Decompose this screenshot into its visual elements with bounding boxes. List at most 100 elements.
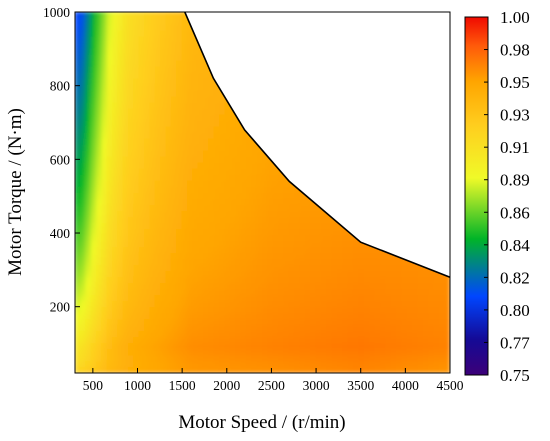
heatmap-cell	[160, 342, 167, 350]
heatmap-cell	[342, 318, 349, 326]
heatmap-cell	[95, 294, 103, 302]
heatmap-cell	[369, 318, 376, 326]
heatmap-cell	[101, 65, 108, 73]
heatmap-cell	[106, 252, 113, 260]
heatmap-cell	[240, 270, 247, 278]
heatmap-cell	[117, 366, 124, 373]
heatmap-cell	[278, 276, 285, 284]
heatmap-cell	[256, 198, 263, 206]
heatmap-cell	[213, 204, 221, 212]
heatmap-cell	[79, 131, 87, 139]
heatmap-cell	[117, 113, 124, 121]
heatmap-cell	[133, 161, 140, 169]
heatmap-cell	[133, 23, 140, 31]
heatmap-cell	[283, 348, 290, 356]
heatmap-cell	[160, 204, 167, 212]
heatmap-cell	[95, 234, 103, 242]
heatmap-cell	[347, 234, 355, 242]
heatmap-cell	[106, 35, 113, 43]
heatmap-cell	[144, 198, 151, 206]
heatmap-cell	[133, 12, 140, 19]
heatmap-cell	[122, 282, 130, 290]
heatmap-cell	[235, 198, 242, 206]
heatmap-cell	[294, 210, 301, 218]
colorbar-tick-label: 1.00	[500, 8, 530, 27]
heatmap-cell	[149, 210, 156, 218]
heatmap-cell	[75, 95, 81, 103]
heatmap-cell	[160, 228, 167, 236]
heatmap-cell	[235, 143, 242, 151]
heatmap-cell	[192, 173, 199, 181]
heatmap-cell	[267, 258, 274, 266]
heatmap-cell	[144, 125, 151, 133]
heatmap-cell	[122, 198, 130, 206]
heatmap-cell	[262, 366, 269, 373]
heatmap-cell	[310, 294, 317, 302]
heatmap-cell	[353, 354, 360, 362]
heatmap-cell	[229, 228, 237, 236]
heatmap-cell	[294, 300, 301, 308]
heatmap-cell	[294, 318, 301, 326]
heatmap-cell	[160, 312, 167, 320]
heatmap-cell	[79, 161, 87, 169]
heatmap-cell	[235, 342, 242, 350]
heatmap-cell	[337, 336, 344, 344]
heatmap-cell	[358, 258, 365, 266]
heatmap-cell	[133, 312, 140, 320]
x-axis-title: Motor Speed / (r/min)	[178, 412, 345, 433]
heatmap-cell	[245, 210, 253, 218]
heatmap-cell	[112, 306, 119, 314]
heatmap-cell	[438, 306, 446, 314]
heatmap-cell	[117, 17, 124, 25]
x-tick-label: 1500	[169, 378, 196, 393]
heatmap-cell	[181, 77, 188, 85]
heatmap-cell	[358, 288, 365, 296]
heatmap-cell	[337, 270, 344, 278]
heatmap-cell	[433, 360, 440, 368]
heatmap-cell	[320, 336, 328, 344]
heatmap-cell	[219, 210, 226, 218]
heatmap-cell	[385, 282, 392, 290]
heatmap-cell	[75, 318, 81, 326]
heatmap-cell	[240, 348, 247, 356]
heatmap-cell	[187, 318, 194, 326]
heatmap-cell	[363, 300, 371, 308]
heatmap-cell	[138, 354, 146, 362]
heatmap-cell	[79, 137, 87, 145]
heatmap-cell	[170, 161, 178, 169]
heatmap-cell	[160, 300, 167, 308]
heatmap-cell	[213, 288, 221, 296]
heatmap-cell	[138, 95, 146, 103]
heatmap-cell	[149, 204, 156, 212]
heatmap-cell	[128, 252, 135, 260]
heatmap-cell	[235, 336, 242, 344]
heatmap-cell	[75, 173, 81, 181]
heatmap-cell	[170, 330, 178, 338]
heatmap-cell	[390, 264, 397, 272]
heatmap-cell	[272, 306, 280, 314]
heatmap-cell	[122, 71, 130, 79]
heatmap-cell	[117, 282, 124, 290]
x-tick-label: 3000	[303, 378, 330, 393]
heatmap-cell	[294, 240, 301, 248]
heatmap-cell	[138, 258, 146, 266]
heatmap-cell	[326, 222, 333, 230]
heatmap-cell	[213, 216, 221, 224]
heatmap-cell	[363, 306, 371, 314]
heatmap-cell	[401, 300, 408, 308]
heatmap-cell	[229, 179, 237, 187]
heatmap-cell	[197, 258, 205, 266]
heatmap-cell	[337, 360, 344, 368]
heatmap-cell	[294, 288, 301, 296]
heatmap-cell	[251, 228, 258, 236]
heatmap-cell	[288, 228, 296, 236]
heatmap-cell	[176, 47, 183, 55]
heatmap-cell	[128, 167, 135, 175]
heatmap-cell	[170, 234, 178, 242]
heatmap-cell	[203, 65, 210, 73]
heatmap-cell	[160, 161, 167, 169]
heatmap-cell	[187, 143, 194, 151]
heatmap-cell	[395, 348, 403, 356]
heatmap-cell	[224, 360, 231, 368]
heatmap-cell	[122, 119, 130, 127]
